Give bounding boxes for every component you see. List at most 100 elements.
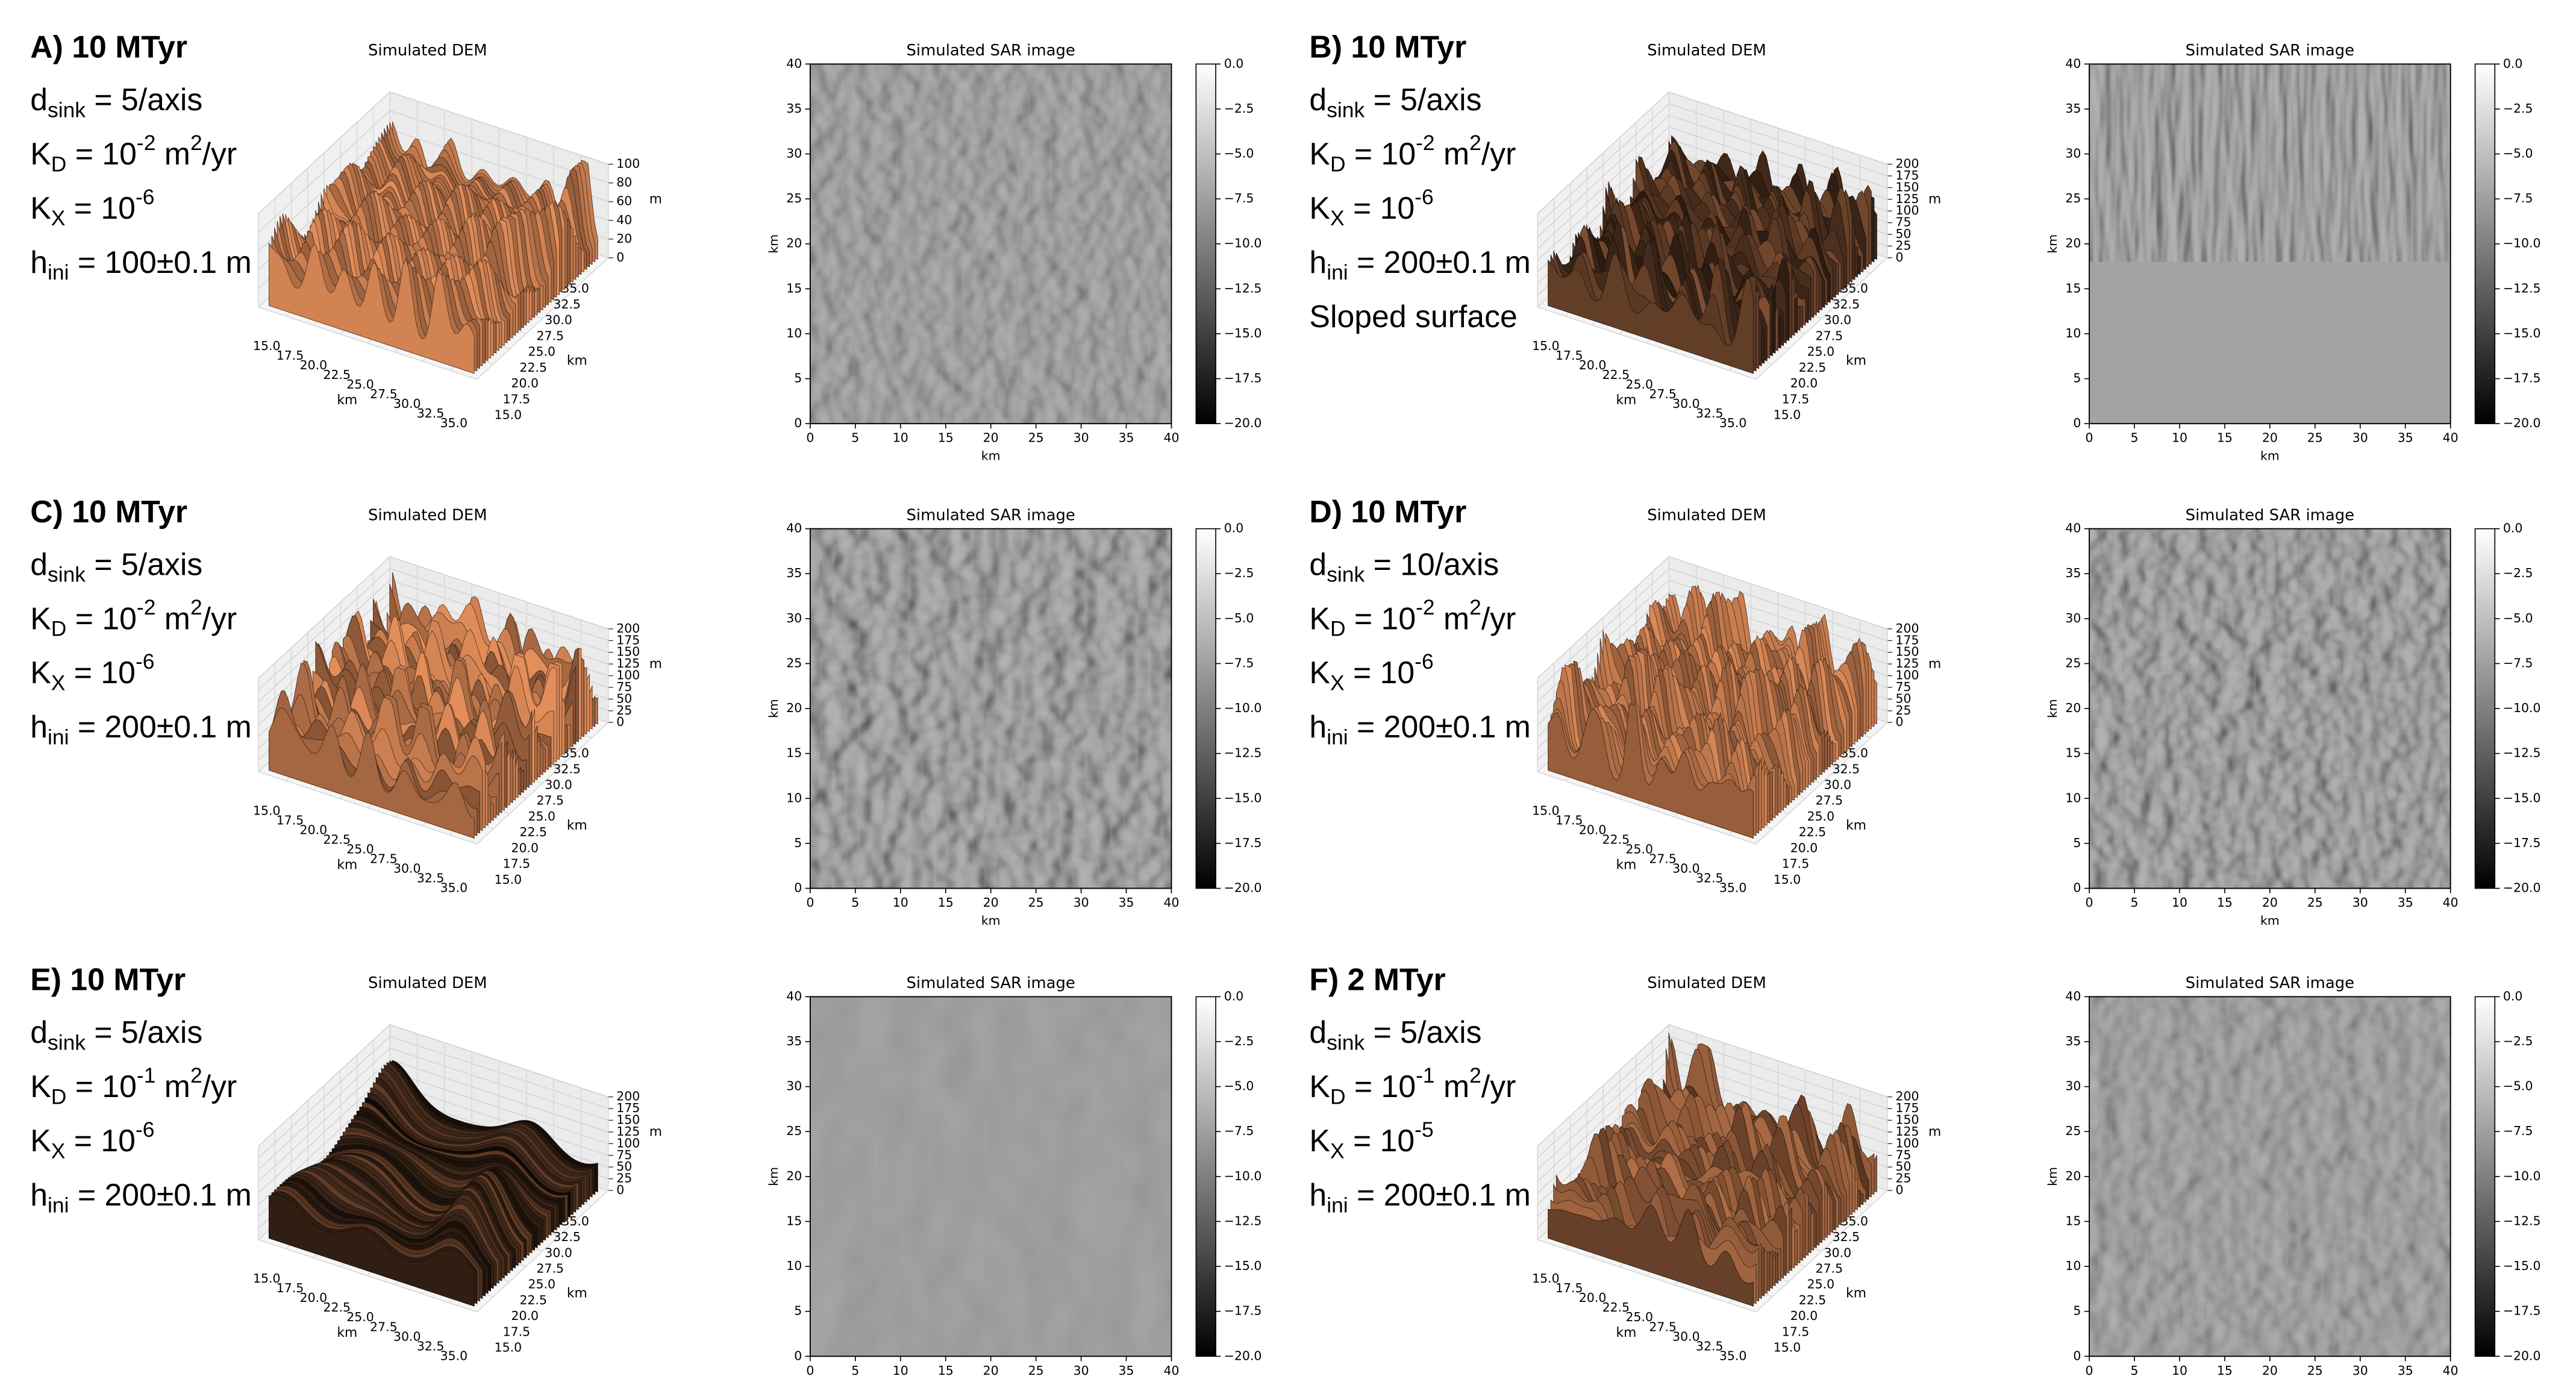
y-axis-label: km	[567, 354, 587, 369]
x-tick-label: 30.0	[393, 861, 421, 875]
parameter-text: d	[30, 82, 48, 117]
y-tick-label: 25	[2065, 1124, 2081, 1138]
z-tick-label: 25	[1895, 238, 1911, 252]
x-tick-label: 15.0	[1532, 1271, 1560, 1286]
x-tick-label: 32.5	[1696, 1339, 1724, 1353]
z-tick-label: 150	[616, 1112, 640, 1127]
parameter-sub: sink	[1327, 563, 1365, 587]
parameter-text: h	[1309, 1177, 1327, 1212]
parameter-sub: ini	[48, 725, 69, 749]
y-axis-label: km	[2045, 699, 2060, 718]
colorbar-tick-label: −15.0	[1224, 790, 1262, 805]
y-tick-label: 30.0	[545, 313, 572, 327]
x-tick-label: 17.5	[277, 813, 304, 827]
z-tick-label: 175	[1895, 1101, 1919, 1115]
z-tick-label: 0	[1895, 1183, 1903, 1197]
colorbar-tick-label: −20.0	[2503, 881, 2541, 895]
parameter-sub: sink	[1327, 98, 1365, 122]
y-grid-line	[258, 1146, 477, 1313]
x-tick-label: 10	[893, 1363, 908, 1376]
y-tick-label: 27.5	[536, 1261, 564, 1275]
x-tick-label: 0	[806, 895, 814, 910]
y-grid-line	[1537, 678, 1756, 845]
y-tick-label: 27.5	[1816, 328, 1843, 343]
parameter-sup: -2	[137, 596, 156, 620]
y-tick-label: 17.5	[503, 1324, 531, 1339]
x-tick-label: 35	[2398, 431, 2413, 445]
parameter-text: K	[1309, 190, 1330, 225]
x-tick-label: 35.0	[1719, 1348, 1747, 1363]
y-tick-label: 25	[786, 191, 802, 205]
x-tick-label: 20	[983, 895, 999, 910]
y-tick-label: 20	[2065, 701, 2081, 715]
parameter-sup: 2	[1469, 131, 1481, 155]
y-tick-label: 20	[786, 701, 802, 715]
colorbar-tick-label: −2.5	[1224, 101, 1254, 116]
colorbar-tick-label: 0.0	[1224, 989, 1244, 1003]
y-tick-label: 25	[786, 1124, 802, 1138]
parameter-sup: 2	[1469, 596, 1481, 620]
parameter-line: KX = 10-6	[1309, 649, 1433, 695]
z-tick-label: 200	[1895, 1089, 1919, 1104]
y-tick-label: 25.0	[1807, 809, 1835, 824]
x-tick-label: 35	[2398, 895, 2413, 910]
x-tick-label: 10	[2172, 431, 2187, 445]
parameter-sup: 2	[1469, 1063, 1481, 1087]
x-tick-label: 40	[1163, 895, 1179, 910]
colorbar-tick-label: −15.0	[2503, 790, 2541, 805]
x-tick-label: 22.5	[323, 367, 351, 382]
parameter-text: = 200±0.1 m	[69, 709, 251, 744]
parameter-sup: -6	[136, 649, 155, 674]
y-tick-label: 27.5	[536, 328, 564, 343]
x-tick-label: 15	[2217, 1363, 2233, 1376]
y-tick-label: 25.0	[528, 809, 555, 824]
colorbar	[1195, 996, 1216, 1357]
y-tick-label: 15	[2065, 746, 2081, 760]
y-axis-label: km	[1846, 354, 1866, 369]
parameter-line: KD = 10-2 m2/yr	[1309, 131, 1516, 176]
y-tick-label: 0	[794, 416, 802, 430]
parameter-text: = 10	[1346, 601, 1416, 636]
z-tick-label: 25	[616, 703, 632, 718]
x-tick-label: 27.5	[1649, 851, 1677, 866]
colorbar-tick-label: −20.0	[2503, 1348, 2541, 1363]
y-tick-label: 22.5	[520, 825, 548, 839]
x-tick-label: 0	[2086, 1363, 2093, 1376]
y-tick-label: 20.0	[511, 376, 539, 390]
x-tick-label: 17.5	[277, 348, 304, 363]
colorbar-tick-label: −7.5	[1224, 655, 1254, 670]
z-axis-label: m	[1928, 192, 1941, 207]
parameter-sub: D	[51, 1085, 67, 1109]
colorbar-tick-label: −12.5	[2503, 1213, 2541, 1228]
z-tick-label: 0	[616, 1183, 624, 1197]
x-tick-label: 22.5	[323, 1300, 351, 1315]
x-tick-label: 15.0	[253, 803, 281, 818]
x-grid-line	[1755, 628, 1888, 845]
y-tick-label: 20.0	[1790, 376, 1818, 390]
sar-image	[810, 64, 1172, 424]
y-tick-label: 20.0	[511, 1309, 539, 1323]
y-tick-label: 15.0	[495, 1340, 522, 1355]
parameter-text: h	[1309, 244, 1327, 279]
z-tick-label: 0	[1895, 715, 1903, 729]
z-tick-label: 50	[616, 691, 632, 705]
parameter-text: = 200±0.1 m	[1348, 244, 1531, 279]
parameter-text: K	[1309, 655, 1330, 690]
y-tick-label: 20	[2065, 1169, 2081, 1183]
x-tick-label: 17.5	[277, 1281, 304, 1295]
parameter-text: = 10	[65, 190, 136, 225]
parameter-text: = 10	[65, 1123, 136, 1158]
y-tick-label: 5	[2073, 371, 2081, 386]
z-tick-label: 50	[1895, 691, 1911, 705]
parameter-line: dsink = 5/axis	[30, 82, 202, 122]
y-tick-label: 32.5	[553, 297, 581, 311]
x-tick-label: 10	[2172, 895, 2187, 910]
y-tick-label: 22.5	[1799, 360, 1827, 375]
parameter-text: = 5/axis	[86, 546, 202, 581]
x-tick-label: 40	[1163, 431, 1179, 445]
panel-title: D) 10 MTyr	[1309, 494, 1466, 529]
y-tick-label: 27.5	[1816, 1261, 1843, 1275]
x-tick-label: 25	[2307, 431, 2323, 445]
parameter-text: h	[30, 1177, 48, 1212]
colorbar-tick-label: −12.5	[2503, 281, 2541, 295]
